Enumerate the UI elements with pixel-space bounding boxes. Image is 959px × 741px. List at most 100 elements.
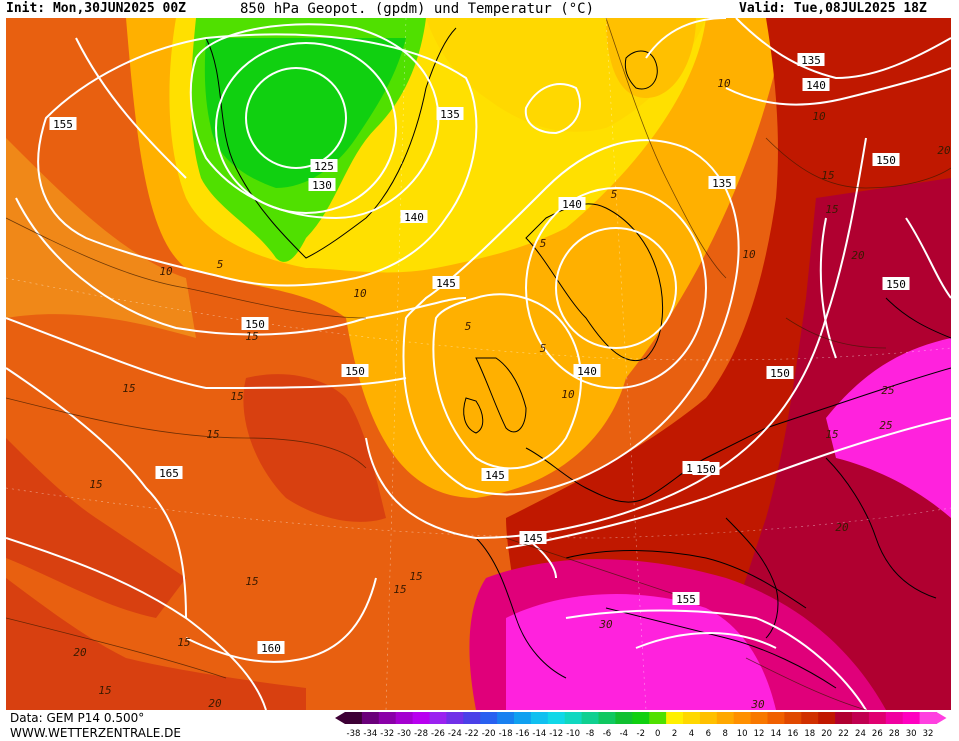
- temperature-label: 15: [393, 583, 406, 596]
- legend-tick-label: -20: [482, 729, 496, 739]
- legend-tick-label: -4: [620, 729, 628, 739]
- legend-arrow-right: [936, 712, 947, 724]
- temperature-label: 5: [540, 342, 547, 355]
- height-label: 135: [797, 53, 825, 67]
- temperature-label: 20: [851, 249, 865, 262]
- legend-swatch: [818, 712, 836, 724]
- legend-swatch: [446, 712, 464, 724]
- svg-text:140: 140: [577, 365, 597, 378]
- svg-text:140: 140: [404, 211, 424, 224]
- temperature-label: 10: [717, 77, 731, 90]
- height-label: 150: [341, 364, 369, 378]
- legend-tick-label: 30: [906, 729, 917, 739]
- svg-text:145: 145: [523, 532, 543, 545]
- temperature-label: 15: [825, 203, 838, 216]
- legend-tick-label: 18: [804, 729, 815, 739]
- height-label: 130: [308, 178, 336, 192]
- temperature-label: 5: [540, 237, 547, 250]
- temperature-label: 10: [353, 287, 367, 300]
- color-legend: -38 -34 -32 -30 -28 -26 -24 -22 -20 -18 -16 -14 -12-…: [335, 712, 947, 739]
- header-bar: Init: Mon,30JUN2025 00Z 850 hPa Geopot. …: [0, 0, 959, 18]
- height-label: 150: [882, 277, 910, 291]
- legend-tick-label: -32: [380, 729, 394, 739]
- legend-tick-label: 8: [723, 729, 728, 739]
- legend-tick-label: 2: [672, 729, 677, 739]
- legend-tick-label: -14: [532, 729, 546, 739]
- height-label: 155: [672, 592, 700, 606]
- svg-text:150: 150: [886, 278, 906, 291]
- legend-swatch: [480, 712, 498, 724]
- legend-swatch: [767, 712, 785, 724]
- legend-tick-label: -2: [637, 729, 645, 739]
- legend-tick-label: 32: [923, 729, 934, 739]
- legend-swatch: [750, 712, 768, 724]
- legend-tick-label: -22: [465, 729, 479, 739]
- temperature-label: 15: [206, 428, 219, 441]
- temperature-label: 20: [835, 521, 849, 534]
- temperature-label: 15: [98, 684, 111, 697]
- temperature-label: 20: [208, 697, 222, 710]
- svg-text:140: 140: [562, 198, 582, 211]
- height-label: 145: [432, 276, 460, 290]
- height-label: 125: [310, 159, 338, 173]
- temperature-label: 10: [561, 388, 575, 401]
- legend-swatch: [378, 712, 397, 724]
- legend-tick-label: 6: [706, 729, 711, 739]
- legend-tick-label: 24: [855, 729, 866, 739]
- svg-text:130: 130: [312, 179, 332, 192]
- svg-text:125: 125: [314, 160, 334, 173]
- svg-text:165: 165: [159, 467, 179, 480]
- svg-text:155: 155: [53, 118, 73, 131]
- legend-tick-label: 22: [838, 729, 849, 739]
- legend-swatch: [852, 712, 870, 724]
- legend-swatch: [868, 712, 887, 724]
- temperature-label: 5: [611, 188, 618, 201]
- legend-swatch: [649, 712, 667, 724]
- legend-tick-label: -12: [549, 729, 563, 739]
- temperature-label: 20: [73, 646, 87, 659]
- svg-text:135: 135: [440, 108, 460, 121]
- legend-swatch: [919, 712, 937, 724]
- legend-swatch: [429, 712, 447, 724]
- height-label: 145: [519, 531, 547, 545]
- legend-tick-label: -30: [397, 729, 411, 739]
- svg-text:145: 145: [436, 277, 456, 290]
- svg-text:135: 135: [801, 54, 821, 67]
- temperature-label: 30: [750, 698, 765, 710]
- temperature-isotherms: [6, 18, 951, 710]
- svg-text:155: 155: [676, 593, 696, 606]
- height-label: 150: [241, 317, 269, 331]
- temperature-label: 15: [245, 330, 258, 343]
- legend-tick-label: -28: [414, 729, 428, 739]
- legend-swatch: [699, 712, 718, 724]
- legend-tick-label: 12: [754, 729, 765, 739]
- valid-time-label: Valid: Tue,08JUL2025 18Z: [739, 1, 927, 16]
- height-label: 135: [436, 107, 464, 121]
- height-label-group: 1251301351351351401401401401451451451451…: [49, 53, 910, 655]
- height-label: 150: [872, 153, 900, 167]
- legend-arrow-left: [335, 712, 345, 724]
- height-label: 140: [802, 78, 830, 92]
- temperature-label: 25: [879, 419, 892, 432]
- init-time-label: Init: Mon,30JUN2025 00Z: [6, 1, 187, 16]
- legend-tick-label: -24: [448, 729, 462, 739]
- legend-tick-label: -10: [566, 729, 580, 739]
- legend-swatch: [683, 712, 701, 724]
- legend-swatch: [514, 712, 532, 724]
- legend-tick-label: -8: [586, 729, 594, 739]
- legend-tick-label: 14: [771, 729, 782, 739]
- height-label: 145: [481, 468, 509, 482]
- chart-title: 850 hPa Geopot. (gpdm) und Temperatur (°…: [240, 1, 595, 17]
- temperature-label: 30: [598, 618, 613, 631]
- legend-tick-label: -6: [603, 729, 611, 739]
- temperature-label: 15: [122, 382, 135, 395]
- legend-swatch: [581, 712, 599, 724]
- svg-text:160: 160: [261, 642, 281, 655]
- temperature-label: 5: [465, 320, 472, 333]
- svg-text:135: 135: [712, 177, 732, 190]
- legend-tick-label: -38: [347, 729, 361, 739]
- legend-tick-label: 20: [821, 729, 832, 739]
- legend-tick-label: 4: [689, 729, 694, 739]
- height-label: 140: [558, 197, 586, 211]
- temperature-label: 25: [881, 384, 894, 397]
